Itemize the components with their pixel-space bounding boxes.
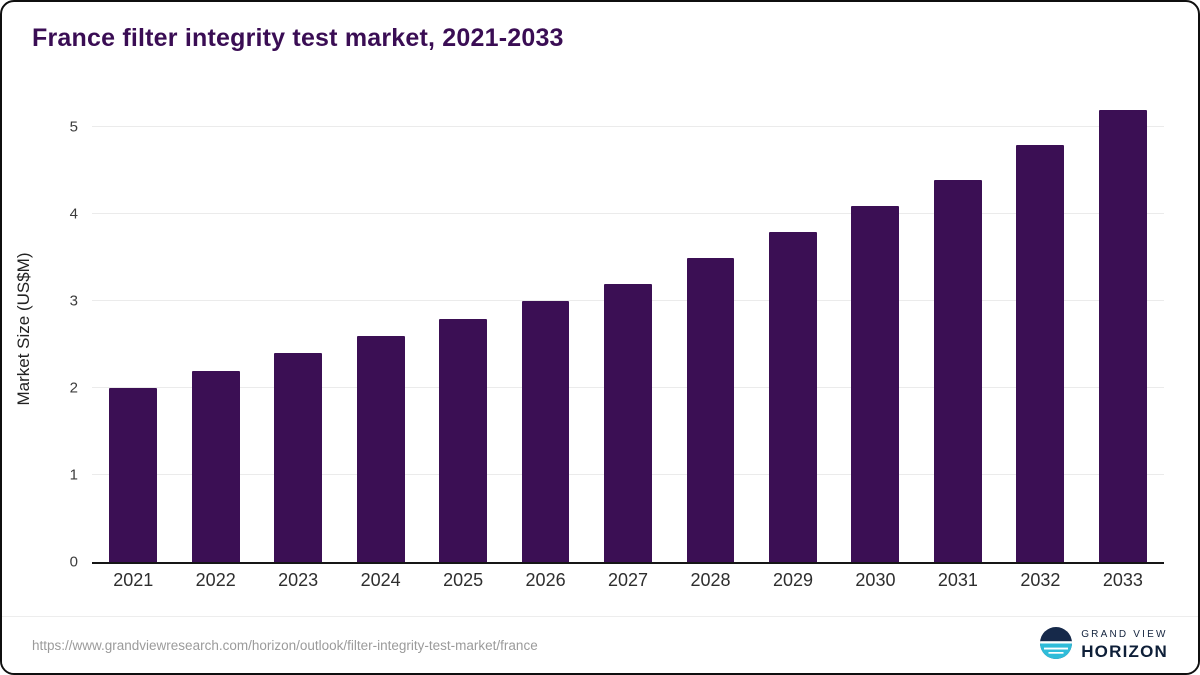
source-url-link[interactable]: https://www.grandviewresearch.com/horizo… — [32, 637, 538, 653]
x-tick-label: 2027 — [608, 570, 649, 590]
gridline — [92, 213, 1164, 215]
bar-2028[interactable] — [686, 257, 735, 562]
x-tick-label: 2029 — [772, 570, 813, 590]
y-tick-label: 3 — [69, 292, 78, 310]
y-tick-label: 2 — [69, 379, 78, 397]
bar-2025[interactable] — [439, 318, 487, 562]
y-tick-label: 1 — [69, 466, 78, 484]
y-axis-title: Market Size (US$M) — [14, 252, 33, 406]
y-tick-label: 4 — [69, 205, 78, 223]
gridline — [92, 126, 1164, 128]
bar-2022[interactable] — [191, 370, 240, 562]
y-tick-label: 5 — [69, 118, 78, 136]
x-tick-label: 2028 — [690, 570, 731, 590]
logo-text: GRAND VIEW HORIZON — [1081, 629, 1168, 661]
footer: https://www.grandviewresearch.com/horizo… — [2, 616, 1198, 673]
y-tick-label: 0 — [69, 553, 78, 571]
bar-2027[interactable] — [604, 283, 652, 562]
bar-2021[interactable] — [109, 388, 158, 562]
logo-text-grand-view: GRAND VIEW — [1081, 629, 1168, 640]
bar-2030[interactable] — [851, 205, 900, 562]
horizon-logo-icon — [1040, 626, 1073, 664]
x-tick-label: 2024 — [360, 570, 401, 590]
bar-2026[interactable] — [521, 301, 570, 562]
logo-text-horizon: HORIZON — [1081, 642, 1168, 661]
grand-view-horizon-logo[interactable]: GRAND VIEW HORIZON — [1040, 626, 1168, 664]
bar-2032[interactable] — [1016, 144, 1065, 562]
x-axis: 2021 2022 2023 2024 2025 2026 2027 2028 2029 2030… — [92, 570, 1164, 591]
x-tick-label: 2021 — [113, 570, 154, 590]
x-tick-label: 2025 — [443, 570, 484, 590]
x-tick-label: 2023 — [278, 570, 319, 590]
bar-2033[interactable] — [1098, 110, 1147, 562]
x-tick-label: 2033 — [1102, 570, 1143, 590]
chart-title: France filter integrity test market, 202… — [32, 24, 564, 52]
x-tick-label: 2031 — [937, 570, 978, 590]
bar-2023[interactable] — [274, 353, 323, 562]
plot-area: 0 1 2 3 4 5 — [70, 97, 1164, 571]
x-tick-label: 2022 — [195, 570, 236, 590]
bar-2029[interactable] — [769, 231, 817, 562]
x-tick-label: 2032 — [1020, 570, 1061, 590]
x-tick-label: 2030 — [855, 570, 896, 590]
bar-2031[interactable] — [933, 179, 982, 562]
bar-2024[interactable] — [356, 336, 405, 562]
x-tick-label: 2026 — [525, 570, 566, 590]
